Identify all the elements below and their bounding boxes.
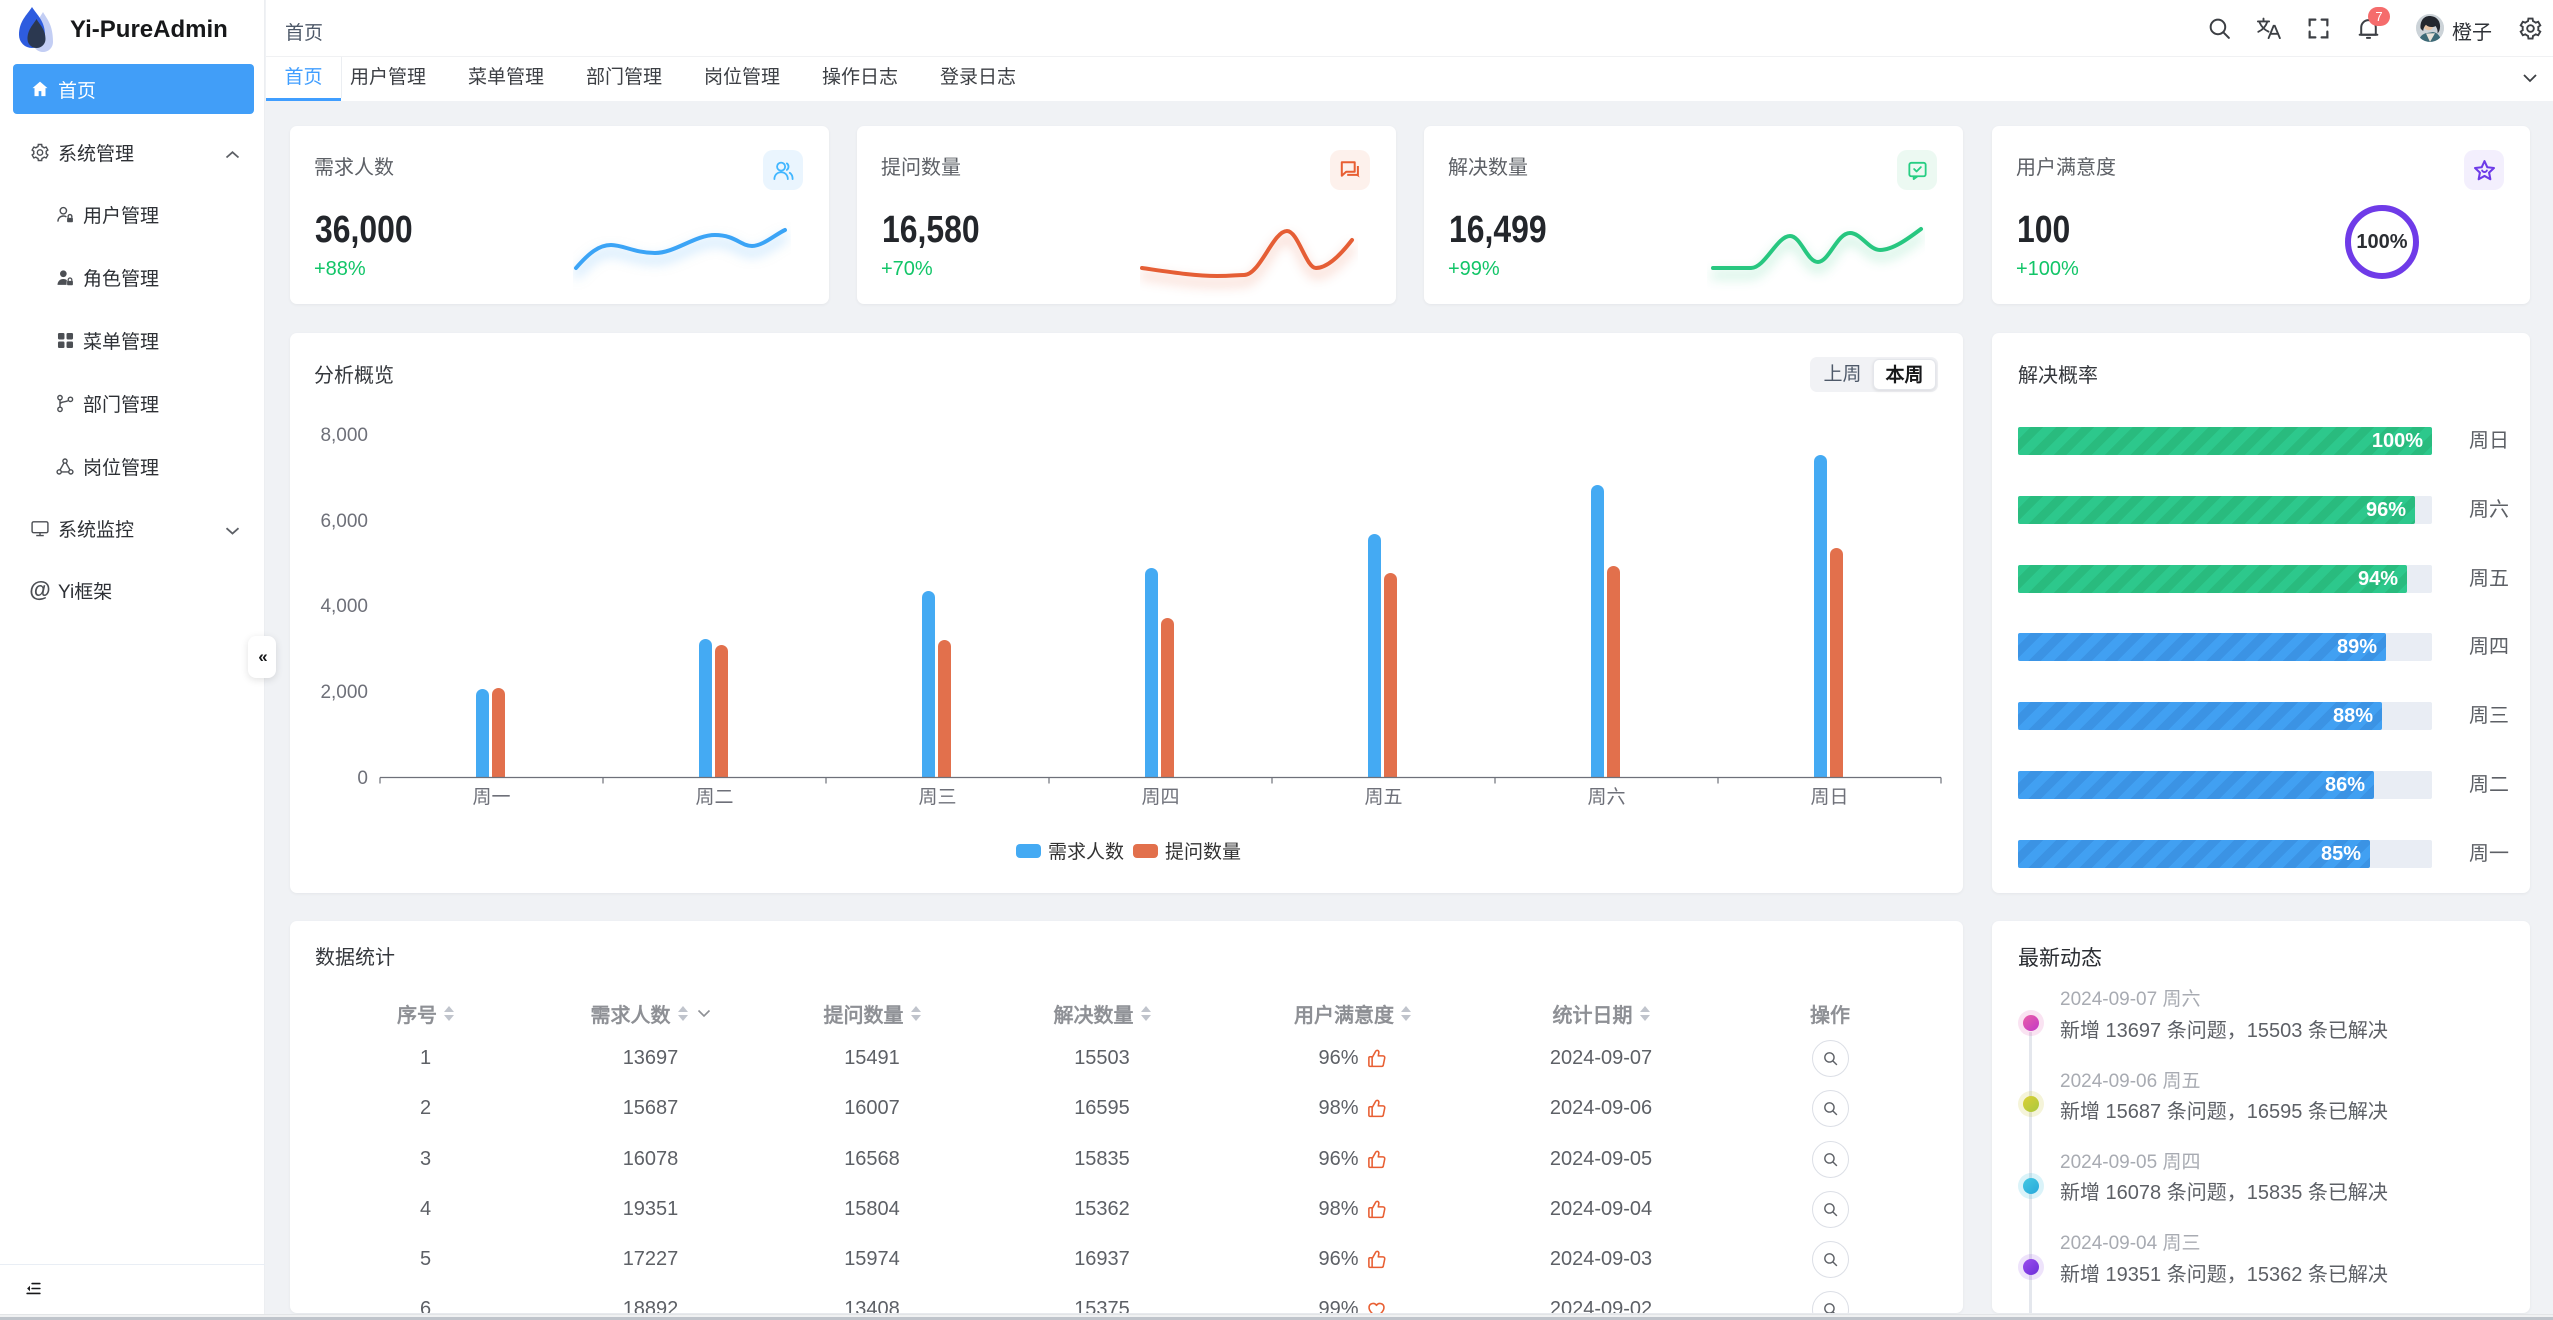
svg-text:提问数量: 提问数量 — [1165, 841, 1241, 863]
svg-text:周二: 周二 — [695, 787, 733, 808]
svg-text:周五: 周五 — [1364, 787, 1402, 808]
svg-text:周四: 周四 — [1141, 787, 1179, 808]
svg-text:周一: 周一 — [472, 787, 510, 808]
svg-text:6,000: 6,000 — [320, 511, 368, 532]
svg-text:周六: 周六 — [1587, 786, 1625, 808]
svg-text:4,000: 4,000 — [320, 596, 368, 617]
svg-text:0: 0 — [357, 768, 368, 789]
svg-text:8,000: 8,000 — [320, 425, 368, 446]
svg-text:2,000: 2,000 — [320, 682, 368, 703]
svg-text:周日: 周日 — [1810, 787, 1848, 808]
svg-text:周三: 周三 — [918, 787, 956, 808]
svg-text:需求人数: 需求人数 — [1048, 841, 1124, 863]
